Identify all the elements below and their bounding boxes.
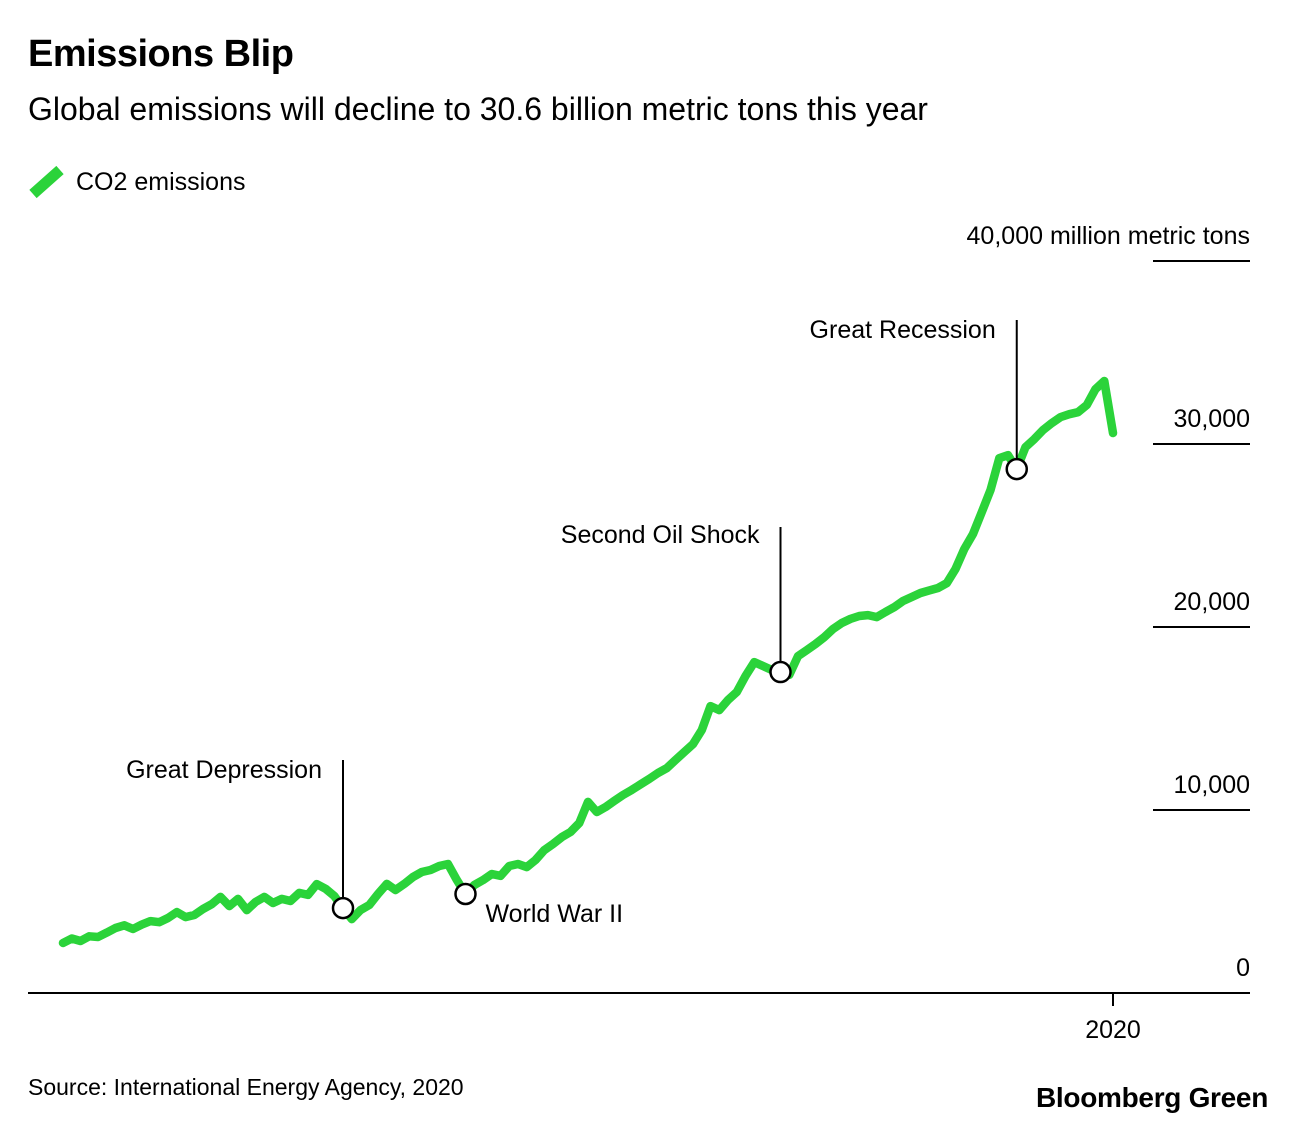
great-depression-label: Great Depression xyxy=(126,756,322,784)
chart-subtitle: Global emissions will decline to 30.6 bi… xyxy=(28,91,928,127)
bloomberg-green-logo: Bloomberg Green xyxy=(1036,1082,1268,1113)
great-recession-label: Great Recession xyxy=(809,316,996,344)
y-tick-label-40000: 40,000 million metric tons xyxy=(966,222,1250,250)
great-recession-marker xyxy=(1005,457,1028,481)
x-axis-line xyxy=(28,992,1250,994)
page-title: Emissions Blip xyxy=(28,33,294,75)
legend-swatch-icon xyxy=(29,165,64,199)
y-tick-line-30000 xyxy=(1153,443,1250,445)
world-war-2-label: World War II xyxy=(485,900,624,928)
y-tick-label-20000: 20,000 xyxy=(1173,588,1250,616)
legend: CO2 emissions xyxy=(26,164,246,200)
x-tick-label-2020: 2020 xyxy=(1085,1016,1141,1044)
second-oil-shock-label: Second Oil Shock xyxy=(560,521,760,549)
y-tick-label-30000: 30,000 xyxy=(1173,405,1250,433)
x-tick-mark-2020 xyxy=(1112,993,1114,1006)
y-tick-line-10000 xyxy=(1153,809,1250,811)
great-depression-marker xyxy=(331,896,355,920)
source-note: Source: International Energy Agency, 202… xyxy=(28,1074,464,1100)
y-tick-line-40000 xyxy=(1153,260,1250,262)
second-oil-shock-marker xyxy=(769,660,792,684)
y-tick-line-20000 xyxy=(1153,626,1250,628)
legend-label: CO2 emissions xyxy=(76,167,246,196)
y-tick-label-0: 0 xyxy=(1236,954,1250,982)
co2-emissions-line xyxy=(58,376,1118,948)
y-tick-label-10000: 10,000 xyxy=(1173,771,1250,799)
world-war-2-marker xyxy=(454,882,477,906)
